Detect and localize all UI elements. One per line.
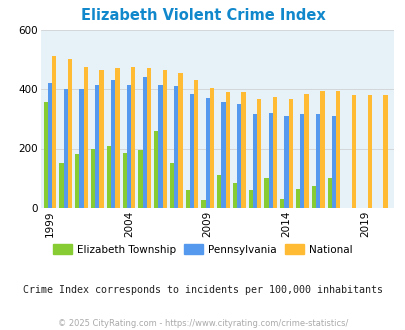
Legend: Elizabeth Township, Pennsylvania, National: Elizabeth Township, Pennsylvania, Nation… <box>49 240 356 259</box>
Text: Crime Index corresponds to incidents per 100,000 inhabitants: Crime Index corresponds to incidents per… <box>23 285 382 295</box>
Text: Elizabeth Violent Crime Index: Elizabeth Violent Crime Index <box>81 8 324 23</box>
Bar <box>75 154 79 208</box>
Bar <box>194 80 198 208</box>
Bar <box>122 153 126 208</box>
Bar <box>331 116 335 208</box>
Bar <box>52 56 56 208</box>
Bar <box>95 84 99 208</box>
Bar <box>115 68 119 208</box>
Bar <box>268 113 272 208</box>
Bar <box>241 92 245 208</box>
Bar <box>99 70 104 208</box>
Bar <box>178 73 182 208</box>
Bar <box>59 163 64 208</box>
Bar <box>311 185 315 208</box>
Bar <box>295 189 299 208</box>
Bar <box>209 88 213 208</box>
Bar <box>248 190 252 208</box>
Bar <box>232 183 237 208</box>
Bar <box>284 116 288 208</box>
Bar <box>107 146 111 208</box>
Bar <box>162 70 166 208</box>
Bar <box>190 94 194 208</box>
Bar <box>272 96 277 208</box>
Bar <box>185 190 190 208</box>
Bar <box>158 84 162 208</box>
Bar <box>201 200 205 208</box>
Bar <box>169 163 174 208</box>
Bar <box>299 115 304 208</box>
Bar <box>225 92 229 208</box>
Bar <box>217 175 221 208</box>
Bar <box>351 95 355 208</box>
Bar <box>288 100 292 208</box>
Bar <box>237 104 241 208</box>
Bar <box>264 178 268 208</box>
Bar <box>126 84 131 208</box>
Bar <box>304 94 308 208</box>
Bar <box>221 102 225 208</box>
Bar <box>327 178 331 208</box>
Bar <box>279 199 284 208</box>
Bar <box>335 90 339 208</box>
Bar <box>252 115 256 208</box>
Bar <box>44 102 48 208</box>
Bar <box>320 90 324 208</box>
Bar <box>138 150 142 208</box>
Bar <box>48 83 52 208</box>
Bar <box>79 89 83 208</box>
Bar <box>131 67 135 208</box>
Bar <box>111 80 115 208</box>
Bar <box>68 59 72 208</box>
Bar <box>367 95 371 208</box>
Bar <box>147 68 151 208</box>
Bar <box>256 100 261 208</box>
Bar <box>83 67 88 208</box>
Bar <box>315 115 320 208</box>
Bar <box>153 131 158 208</box>
Bar <box>205 98 209 208</box>
Bar <box>64 89 68 208</box>
Bar <box>382 95 387 208</box>
Bar <box>174 86 178 208</box>
Text: © 2025 CityRating.com - https://www.cityrating.com/crime-statistics/: © 2025 CityRating.com - https://www.city… <box>58 319 347 328</box>
Bar <box>142 77 147 208</box>
Bar <box>91 148 95 208</box>
